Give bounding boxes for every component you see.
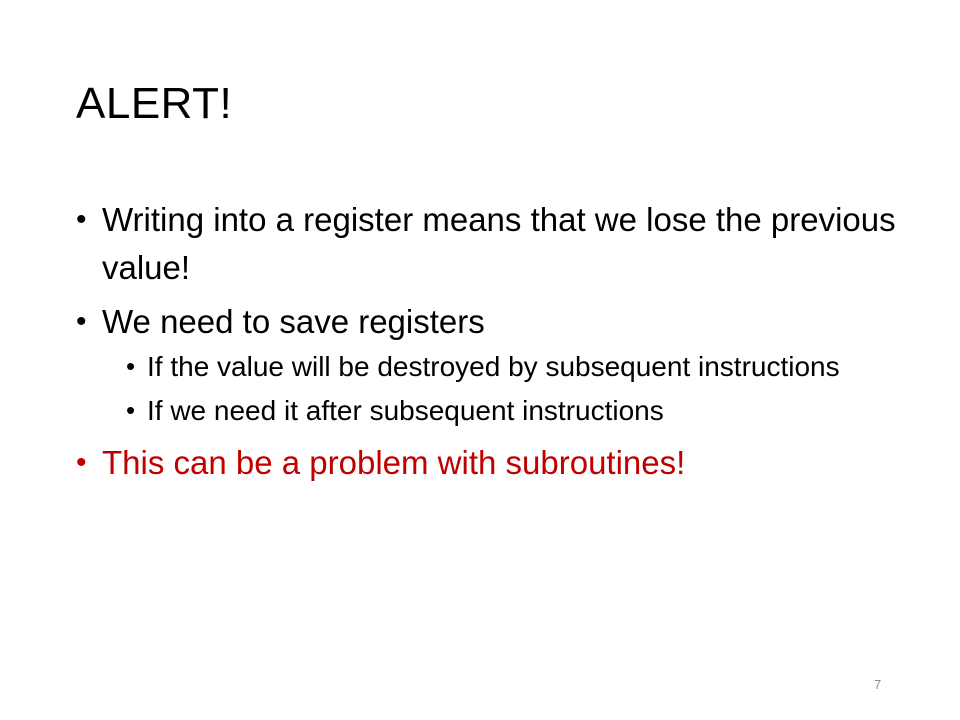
slide-body: • Writing into a register means that we … [76,196,906,493]
sub-bullet-text: If we need it after subsequent instructi… [147,395,664,426]
bullet-dot-icon: • [76,305,87,338]
bullet-dot-icon: • [76,446,87,479]
sub-bullet-dot-icon: • [126,351,136,381]
bullet-item: • Writing into a register means that we … [76,196,906,292]
highlight-bullet-item: • This can be a problem with subroutines… [76,439,906,487]
highlight-bullet-text: This can be a problem with subroutines! [102,444,686,481]
bullet-text: We need to save registers [102,303,485,340]
slide-title: ALERT! [76,79,233,128]
page-number: 7 [874,677,882,692]
sub-bullet-text: If the value will be destroyed by subseq… [147,351,840,382]
sub-bullet-item: • If we need it after subsequent instruc… [126,394,906,427]
bullet-text: Writing into a register means that we lo… [102,201,896,286]
bullet-dot-icon: • [76,203,87,236]
sub-bullet-item: • If the value will be destroyed by subs… [126,350,906,383]
sub-bullet-dot-icon: • [126,395,136,425]
bullet-item: • We need to save registers [76,298,906,346]
sub-bullet-list: • If the value will be destroyed by subs… [76,350,906,427]
